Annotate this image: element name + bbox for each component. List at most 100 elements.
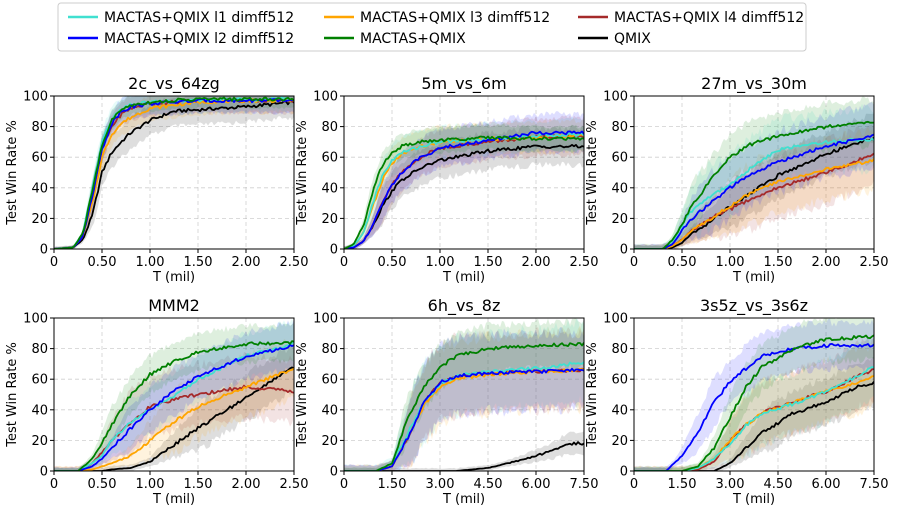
- axes-frame: [53, 95, 295, 250]
- y-tick-label: 20: [31, 434, 48, 449]
- y-tick-label: 40: [31, 181, 48, 196]
- x-tick-label: 0.50: [668, 255, 697, 270]
- band-l1: [634, 103, 874, 249]
- x-tick-label: 2.00: [522, 255, 551, 270]
- y-tick-label: 20: [31, 212, 48, 227]
- y-tick-label: 60: [321, 373, 338, 388]
- plot-area: [54, 318, 294, 471]
- y-tick-label: 0: [40, 243, 48, 258]
- series-line-l1: [634, 366, 874, 471]
- x-tick-label: 2.00: [232, 477, 261, 492]
- band-l4: [344, 115, 584, 249]
- x-axis-label: T (mil): [442, 492, 485, 507]
- x-tick-label: 0: [340, 477, 348, 492]
- series-line-mactas: [54, 340, 294, 471]
- plot-area: [344, 111, 584, 249]
- band-l1: [344, 318, 584, 471]
- band-mactas: [54, 322, 294, 471]
- x-tick-label: 2.50: [570, 255, 599, 270]
- y-tick-label: 60: [321, 151, 338, 166]
- subplot-title: 5m_vs_6m: [421, 74, 506, 94]
- x-tick-label: 0.50: [88, 255, 117, 270]
- subplot-5: 0 1.50 3.00 4.50 6.00 7.50 0 20 40 60 80 100 6h_vs_8…: [295, 296, 598, 507]
- x-tick-label: 1.50: [474, 255, 503, 270]
- series-line-mactas: [344, 342, 584, 471]
- y-tick-label: 80: [31, 342, 48, 357]
- y-tick-label: 40: [321, 181, 338, 196]
- y-tick-label: 100: [603, 90, 628, 105]
- y-tick-label: 20: [321, 212, 338, 227]
- band-mactas: [634, 96, 874, 249]
- y-tick-label: 20: [321, 434, 338, 449]
- subplot-title: 3s5z_vs_3s6z: [700, 296, 808, 316]
- x-tick-label: 0: [50, 255, 58, 270]
- legend-label-qmix: QMIX: [614, 31, 651, 47]
- band-l4: [634, 338, 874, 471]
- y-tick-label: 80: [611, 120, 628, 135]
- y-tick-label: 0: [330, 465, 338, 480]
- axes-frame: [633, 317, 875, 472]
- y-tick-label: 100: [23, 312, 48, 327]
- series-line-l2: [344, 130, 584, 249]
- y-tick-label: 40: [611, 181, 628, 196]
- band-l4: [54, 352, 294, 471]
- x-tick-label: 0: [50, 477, 58, 492]
- band-l1: [634, 337, 874, 471]
- axes-frame: [343, 317, 585, 472]
- series-line-qmix: [634, 381, 874, 471]
- x-tick-label: 2.50: [280, 477, 309, 492]
- x-tick-label: 3.00: [716, 477, 745, 492]
- subplot-3: 0 0.50 1.00 1.50 2.00 2.50 0 20 40 60 80 100 27m_vs_…: [585, 74, 888, 285]
- x-tick-label: 1.00: [136, 477, 165, 492]
- band-qmix: [634, 356, 874, 471]
- band-l2: [634, 318, 874, 471]
- y-tick-label: 100: [313, 312, 338, 327]
- band-mactas: [634, 318, 874, 471]
- y-tick-label: 20: [611, 212, 628, 227]
- subplot-title: 27m_vs_30m: [701, 74, 807, 94]
- x-tick-label: 4.50: [764, 477, 793, 492]
- band-qmix: [344, 431, 584, 471]
- subplot-2: 0 0.50 1.00 1.50 2.00 2.50 0 20 40 60 80 100 5m_vs_6…: [295, 74, 598, 285]
- x-axis-label: T (mil): [732, 270, 775, 285]
- y-tick-label: 80: [321, 342, 338, 357]
- band-l2: [54, 96, 294, 249]
- x-tick-label: 2.00: [232, 255, 261, 270]
- band-l3: [54, 338, 294, 471]
- x-axis-label: T (mil): [442, 270, 485, 285]
- plot-area: [634, 318, 874, 471]
- series-line-l2: [344, 367, 584, 471]
- legend-label-mactas: MACTAS+QMIX: [360, 31, 466, 47]
- subplot-4: 0 0.50 1.00 1.50 2.00 2.50 0 20 40 60 80 100 MMM2 T (…: [5, 296, 308, 507]
- y-axis-label: Test Win Rate %: [5, 342, 20, 448]
- legend: MACTAS+QMIX l1 dimff512 MACTAS+QMIX l2 d…: [57, 2, 807, 52]
- series-line-qmix: [344, 143, 584, 249]
- subplot-1: 0 0.50 1.00 1.50 2.00 2.50 0 20 40 60 80 100 2c_vs_6…: [5, 74, 308, 285]
- x-tick-label: 6.00: [812, 477, 841, 492]
- subplot-title: 2c_vs_64zg: [128, 74, 220, 94]
- y-tick-label: 40: [611, 403, 628, 418]
- series-line-qmix: [54, 100, 294, 249]
- series-line-qmix: [54, 366, 294, 471]
- band-l4: [344, 325, 584, 471]
- axes-frame: [53, 317, 295, 472]
- y-tick-label: 0: [330, 243, 338, 258]
- y-tick-label: 80: [611, 342, 628, 357]
- series-line-l3: [634, 158, 874, 249]
- x-axis-label: T (mil): [152, 492, 195, 507]
- y-tick-label: 0: [40, 465, 48, 480]
- y-tick-label: 0: [620, 243, 628, 258]
- y-tick-label: 60: [611, 151, 628, 166]
- y-tick-label: 60: [31, 373, 48, 388]
- series-line-mactas: [634, 334, 874, 471]
- y-tick-label: 60: [31, 151, 48, 166]
- band-l2: [344, 111, 584, 249]
- x-tick-label: 2.50: [860, 255, 889, 270]
- x-tick-label: 1.00: [136, 255, 165, 270]
- legend-label-l3: MACTAS+QMIX l3 dimff512: [360, 10, 550, 26]
- plot-area: [54, 96, 294, 249]
- x-tick-label: 1.50: [184, 255, 213, 270]
- y-tick-label: 0: [620, 465, 628, 480]
- subplot-6: 0 1.50 3.00 4.50 6.00 7.50 0 20 40 60 80 100 3s5z_vs…: [585, 296, 888, 507]
